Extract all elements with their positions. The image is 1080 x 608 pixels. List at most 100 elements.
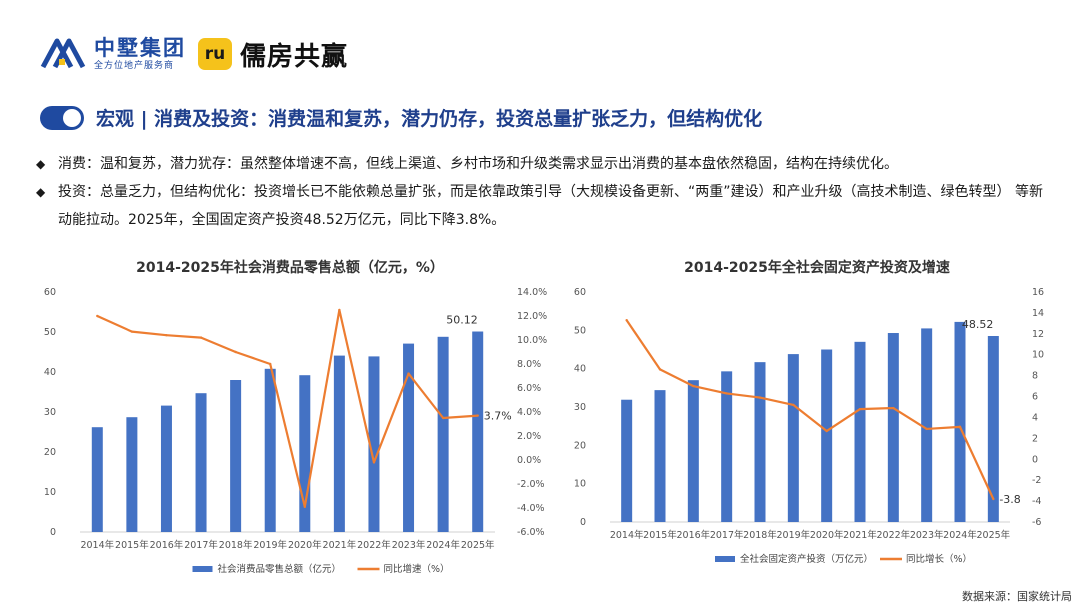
partner-logo-icon: ru: [198, 38, 232, 70]
x-axis-tick: 2019年: [253, 539, 287, 551]
fixed-asset-investment-chart: 2014-2025年全社会固定资产投资及增速0102030405060-6-4-…: [574, 259, 1044, 565]
line-point: [925, 427, 928, 431]
growth-line: [96, 308, 478, 508]
legend-line-label: 同比增长（%）: [906, 553, 972, 565]
x-axis-tick: 2021年: [843, 529, 877, 541]
line-point: [658, 368, 662, 371]
right-axis-tick: -2.0%: [517, 479, 545, 490]
x-axis-tick: 2022年: [876, 529, 910, 541]
left-axis-tick: 50: [574, 325, 586, 336]
right-axis-tick: 14: [1032, 308, 1044, 319]
brand-header: 中墅集团 全方位地产服务商 ru 儒房共赢: [40, 34, 348, 74]
line-point: [792, 403, 795, 407]
chart-title: 2014-2025年社会消费品零售总额（亿元，%）: [136, 259, 444, 276]
line-point: [407, 372, 410, 375]
left-axis-tick: 0: [580, 517, 586, 528]
line-point: [338, 308, 341, 312]
right-axis-tick: 8: [1032, 371, 1038, 382]
line-value-label: -3.8: [999, 493, 1020, 506]
legend-bar-swatch: [192, 566, 213, 572]
left-axis-tick: 10: [44, 487, 56, 498]
bar: [654, 390, 666, 522]
bar-value-label: 48.52: [962, 318, 994, 331]
line-point: [476, 414, 479, 417]
line-point: [165, 334, 168, 337]
line-point: [825, 429, 828, 433]
x-axis-tick: 2021年: [323, 539, 357, 551]
bar: [126, 417, 138, 532]
line-point: [303, 505, 306, 508]
right-axis-tick: -4.0%: [517, 503, 545, 514]
slide-title-row: 宏观 | 消费及投资：消费温和复苏，潜力仍存，投资总量扩张乏力，但结构优化: [40, 104, 762, 131]
left-axis-tick: 20: [44, 447, 56, 458]
left-axis-tick: 30: [44, 407, 56, 418]
bar: [887, 333, 899, 522]
chart-title: 2014-2025年全社会固定资产投资及增速: [684, 259, 950, 276]
bar: [230, 380, 242, 532]
right-axis-tick: 4: [1032, 412, 1038, 423]
right-axis-tick: -6.0%: [517, 527, 545, 538]
x-axis-tick: 2015年: [643, 529, 677, 541]
bar: [821, 349, 833, 522]
bullet-text: 投资：总量乏力，但结构优化：投资增长已不能依赖总量扩张，而是依靠政策引导（大规模…: [58, 184, 1043, 228]
x-axis-tick: 2014年: [610, 529, 644, 541]
retail-sales-chart: 2014-2025年社会消费品零售总额（亿元，%） 0 10 20 30 40 50 60 -6…: [44, 259, 547, 575]
line-point: [441, 416, 445, 420]
right-axis-tick: 4.0%: [517, 407, 541, 418]
line-point: [96, 314, 99, 318]
bar: [195, 393, 207, 532]
left-axis-tick: 50: [44, 327, 56, 338]
legend-bar-label: 社会消费品零售总额（亿元）: [218, 563, 342, 575]
x-axis-tick: 2020年: [810, 529, 844, 541]
bar: [721, 371, 733, 522]
line-point: [725, 392, 728, 395]
growth-line: [625, 319, 995, 500]
x-axis-tick: 2024年: [426, 539, 460, 551]
x-axis-tick: 2018年: [743, 529, 777, 541]
bullet-investment: ◆ 投资：总量乏力，但结构优化：投资增长已不能依赖总量扩张，而是依靠政策引导（大…: [36, 178, 1046, 234]
x-axis-tick: 2018年: [219, 539, 253, 551]
x-axis-tick: 2020年: [288, 539, 322, 551]
line-point: [625, 319, 628, 322]
right-axis-tick: -2: [1032, 475, 1041, 486]
x-axis-tick: 2017年: [710, 529, 744, 541]
line-point: [234, 350, 237, 354]
bar: [264, 368, 276, 532]
bar: [299, 375, 311, 532]
bar: [437, 336, 449, 532]
line-point: [372, 461, 376, 464]
x-axis-tick: 2025年: [461, 539, 495, 551]
x-axis-tick: 2022年: [357, 539, 391, 551]
bar: [91, 427, 103, 532]
bullet-text: 消费：温和复苏，潜力犹存：虽然整体增速不高，但线上渠道、乡村市场和升级类需求显示…: [58, 156, 898, 172]
right-axis-tick: 10.0%: [517, 335, 547, 346]
bullet-list: ◆ 消费：温和复苏，潜力犹存：虽然整体增速不高，但线上渠道、乡村市场和升级类需求…: [36, 150, 1046, 234]
right-axis-tick: 2: [1032, 433, 1038, 444]
data-source: 数据来源：国家统计局: [962, 590, 1072, 603]
partner-name: 儒房共赢: [240, 41, 349, 72]
right-axis-tick: 6: [1032, 392, 1038, 403]
line-point: [958, 425, 962, 429]
diamond-bullet-icon: ◆: [36, 185, 46, 199]
brand-text: 中墅集团 全方位地产服务商: [94, 36, 186, 72]
bar: [368, 356, 380, 532]
x-axis-tick: 2023年: [910, 529, 944, 541]
right-axis-tick: 16: [1032, 287, 1044, 298]
legend-bar-label: 全社会固定资产投资（万亿元）: [740, 553, 873, 565]
right-axis-tick: 10: [1032, 350, 1044, 361]
brand-subtitle: 全方位地产服务商: [94, 61, 175, 71]
left-axis-tick: 40: [574, 364, 586, 375]
right-axis-tick: 0.0%: [517, 455, 541, 466]
bar: [403, 343, 415, 532]
left-axis-tick: 20: [574, 440, 586, 451]
bullet-consumption: ◆ 消费：温和复苏，潜力犹存：虽然整体增速不高，但线上渠道、乡村市场和升级类需求…: [36, 150, 1046, 178]
line-point: [199, 336, 203, 339]
right-axis-tick: -6: [1032, 517, 1041, 528]
bar: [954, 321, 966, 522]
bar: [160, 405, 172, 532]
brand-name: 中墅集团: [94, 36, 186, 60]
right-axis-tick: 8.0%: [517, 359, 541, 370]
bar: [687, 380, 699, 522]
x-axis-tick: 2015年: [115, 539, 149, 551]
bar: [921, 328, 933, 522]
